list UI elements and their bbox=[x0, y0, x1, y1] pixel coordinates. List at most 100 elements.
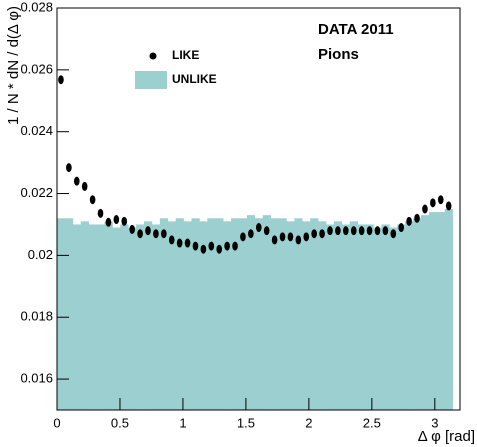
x-tick-label: 3 bbox=[431, 415, 438, 430]
data-point bbox=[232, 241, 238, 251]
x-tick-label: 0.5 bbox=[111, 415, 129, 430]
data-point bbox=[374, 226, 381, 236]
y-tick-label: 0.018 bbox=[20, 309, 53, 324]
annotation: Pions bbox=[318, 46, 359, 63]
histogram-bar bbox=[246, 215, 256, 410]
data-point bbox=[184, 238, 191, 248]
histogram-bar bbox=[436, 212, 446, 410]
data-point bbox=[192, 241, 199, 251]
y-tick-label: 0.024 bbox=[20, 123, 53, 138]
histogram-bar bbox=[57, 218, 66, 410]
data-point bbox=[366, 226, 373, 236]
histogram-bar bbox=[215, 218, 224, 410]
data-point bbox=[255, 223, 262, 233]
histogram-bar bbox=[341, 224, 351, 410]
histogram-bar bbox=[175, 218, 184, 410]
x-tick-label: 1.5 bbox=[237, 415, 255, 430]
histogram-bar bbox=[333, 221, 343, 410]
data-point bbox=[168, 235, 175, 245]
histogram-bar bbox=[294, 218, 303, 410]
histogram-bar bbox=[420, 215, 430, 410]
histogram-bar bbox=[96, 224, 105, 410]
data-point bbox=[58, 75, 64, 85]
histogram-bar bbox=[231, 218, 240, 410]
data-point bbox=[327, 226, 333, 236]
histogram-bar bbox=[381, 224, 390, 410]
histogram-bar bbox=[365, 224, 374, 410]
data-point bbox=[161, 229, 167, 239]
histogram-bar bbox=[64, 218, 74, 410]
histogram-bar bbox=[72, 224, 82, 410]
histogram-bar bbox=[286, 221, 295, 410]
data-point bbox=[121, 216, 128, 226]
data-point bbox=[105, 217, 112, 227]
y-axis-label: 1 / N * dN / d(Δ φ) bbox=[5, 6, 22, 125]
data-point bbox=[382, 226, 389, 236]
annotation: DATA 2011 bbox=[318, 21, 394, 38]
histogram-bar bbox=[373, 227, 382, 410]
data-point bbox=[97, 208, 104, 218]
histogram-bar bbox=[144, 221, 153, 410]
histogram-bar bbox=[207, 218, 216, 410]
histogram-bar bbox=[238, 218, 248, 410]
data-point bbox=[422, 204, 428, 214]
plot-frame bbox=[56, 7, 461, 411]
data-point bbox=[81, 181, 88, 191]
histogram-bar bbox=[183, 221, 192, 410]
histogram-bar bbox=[270, 218, 279, 410]
data-point bbox=[208, 241, 215, 251]
data-point bbox=[406, 216, 412, 226]
histogram-bar bbox=[444, 209, 453, 410]
data-point bbox=[287, 232, 294, 242]
data-point bbox=[240, 232, 246, 242]
legend-swatch bbox=[135, 71, 167, 89]
histogram-bar bbox=[254, 218, 264, 410]
data-point bbox=[414, 213, 420, 223]
x-tick-label: 1 bbox=[179, 415, 186, 430]
data-point bbox=[145, 226, 151, 236]
data-point bbox=[358, 226, 365, 236]
histogram-bar bbox=[88, 224, 97, 410]
x-tick-label: 2 bbox=[305, 415, 312, 430]
histogram-bar bbox=[278, 218, 287, 410]
legend-label: LIKE bbox=[172, 48, 199, 62]
x-axis-label: Δ φ [rad] bbox=[418, 428, 475, 445]
data-point bbox=[73, 176, 80, 186]
data-point bbox=[263, 226, 270, 236]
data-point bbox=[200, 244, 207, 254]
data-point bbox=[390, 229, 397, 239]
data-point bbox=[271, 235, 278, 245]
histogram-bar bbox=[151, 224, 161, 410]
data-point bbox=[398, 223, 405, 233]
data-point bbox=[153, 229, 159, 239]
histogram-bar bbox=[413, 218, 422, 410]
histogram-bar bbox=[167, 221, 176, 410]
data-point bbox=[295, 235, 302, 245]
data-point bbox=[350, 226, 357, 236]
x-tick-label: 2.5 bbox=[363, 415, 381, 430]
y-tick-label: 0.016 bbox=[20, 371, 53, 386]
y-tick-label: 0.026 bbox=[20, 61, 53, 76]
y-tick-label: 0.022 bbox=[20, 185, 53, 200]
histogram-bar bbox=[112, 227, 121, 410]
histogram-bar bbox=[389, 227, 398, 410]
histogram-bar bbox=[357, 224, 366, 410]
histogram-bar bbox=[128, 227, 137, 410]
legend-label: UNLIKE bbox=[172, 72, 217, 86]
legend-marker bbox=[149, 52, 157, 60]
data-point bbox=[224, 241, 230, 251]
histogram-bar bbox=[199, 221, 208, 410]
data-point bbox=[137, 229, 143, 239]
data-point bbox=[113, 215, 120, 225]
histogram-bar bbox=[136, 224, 145, 410]
histogram-bar bbox=[428, 212, 438, 410]
data-point bbox=[248, 229, 254, 239]
histogram-bar bbox=[397, 224, 406, 410]
histogram-bar bbox=[262, 215, 271, 410]
data-point bbox=[303, 232, 310, 242]
data-point bbox=[430, 198, 436, 208]
histogram-bar bbox=[104, 221, 113, 410]
y-tick-label: 0.02 bbox=[28, 247, 53, 262]
histogram-bar bbox=[326, 224, 335, 410]
